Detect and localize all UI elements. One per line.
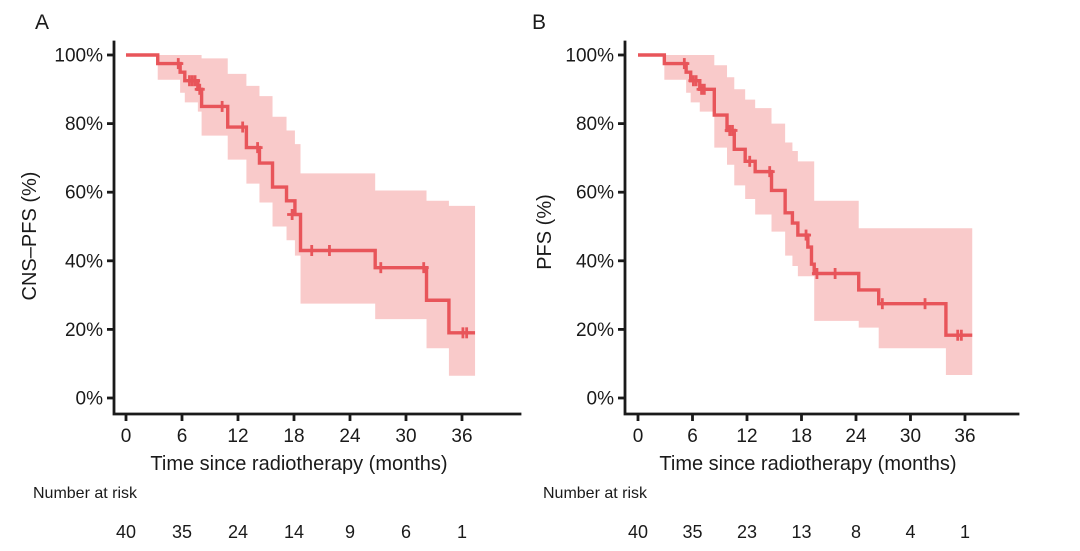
x-tick-label: 24 bbox=[845, 426, 867, 447]
y-tick-label: 60% bbox=[576, 183, 614, 204]
x-tick-label: 36 bbox=[954, 426, 975, 447]
y-axis-title-panel-a: CNS–PFS (%) bbox=[19, 171, 41, 301]
x-tick-label: 12 bbox=[227, 426, 248, 447]
survival-curve-panel-A bbox=[126, 53, 476, 335]
x-tick-label: 0 bbox=[121, 426, 132, 447]
y-tick-label: 40% bbox=[576, 251, 614, 272]
x-tick-label: 30 bbox=[900, 426, 921, 447]
panel-letter-b: B bbox=[532, 11, 547, 34]
confidence-band-panel-B bbox=[664, 55, 973, 376]
y-tick-label: 20% bbox=[576, 320, 614, 341]
confidence-band-panel-A bbox=[157, 55, 476, 376]
risk-count: 13 bbox=[791, 522, 811, 542]
number-at-risk-label-panel-a: Number at risk bbox=[33, 485, 138, 502]
risk-count: 35 bbox=[682, 522, 702, 542]
y-axis-title-panel-b: PFS (%) bbox=[534, 194, 556, 270]
y-tick-label: 80% bbox=[65, 114, 103, 135]
axes-panel-B bbox=[623, 40, 1020, 416]
x-tick-label: 36 bbox=[451, 426, 472, 447]
y-tick-label: 20% bbox=[65, 320, 103, 341]
y-tick-label: 40% bbox=[65, 251, 103, 272]
x-axis-title-panel-b: Time since radiotherapy (months) bbox=[659, 453, 957, 475]
y-tick-label: 100% bbox=[565, 46, 614, 67]
risk-count: 6 bbox=[401, 522, 411, 542]
risk-count: 4 bbox=[905, 522, 915, 542]
y-tick-label: 0% bbox=[76, 389, 104, 410]
x-tick-label: 30 bbox=[395, 426, 416, 447]
x-axis-title-panel-a: Time since radiotherapy (months) bbox=[150, 453, 448, 475]
risk-count: 14 bbox=[284, 522, 304, 542]
risk-count: 8 bbox=[851, 522, 861, 542]
risk-count: 1 bbox=[457, 522, 467, 542]
x-tick-label: 6 bbox=[177, 426, 188, 447]
x-tick-label: 24 bbox=[339, 426, 361, 447]
y-tick-label: 0% bbox=[587, 389, 615, 410]
x-tick-label: 12 bbox=[736, 426, 757, 447]
x-tick-label: 18 bbox=[283, 426, 304, 447]
risk-count: 40 bbox=[116, 522, 136, 542]
x-tick-label: 18 bbox=[791, 426, 812, 447]
axes-panel-A bbox=[112, 40, 522, 416]
number-at-risk-label-panel-b: Number at risk bbox=[543, 485, 648, 502]
risk-count: 24 bbox=[228, 522, 248, 542]
risk-count: 9 bbox=[345, 522, 355, 542]
x-tick-label: 0 bbox=[633, 426, 644, 447]
y-tick-label: 100% bbox=[54, 46, 103, 67]
x-tick-label: 6 bbox=[687, 426, 698, 447]
risk-count: 23 bbox=[737, 522, 757, 542]
panel-letter-a: A bbox=[35, 11, 50, 34]
risk-count: 1 bbox=[960, 522, 970, 542]
y-tick-label: 80% bbox=[576, 114, 614, 135]
risk-count: 35 bbox=[172, 522, 192, 542]
y-tick-label: 60% bbox=[65, 183, 103, 204]
risk-count: 40 bbox=[628, 522, 648, 542]
